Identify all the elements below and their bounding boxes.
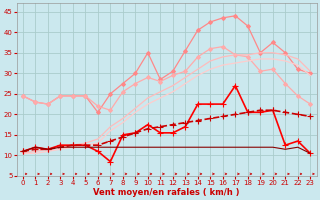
X-axis label: Vent moyen/en rafales ( km/h ): Vent moyen/en rafales ( km/h ) (93, 188, 240, 197)
